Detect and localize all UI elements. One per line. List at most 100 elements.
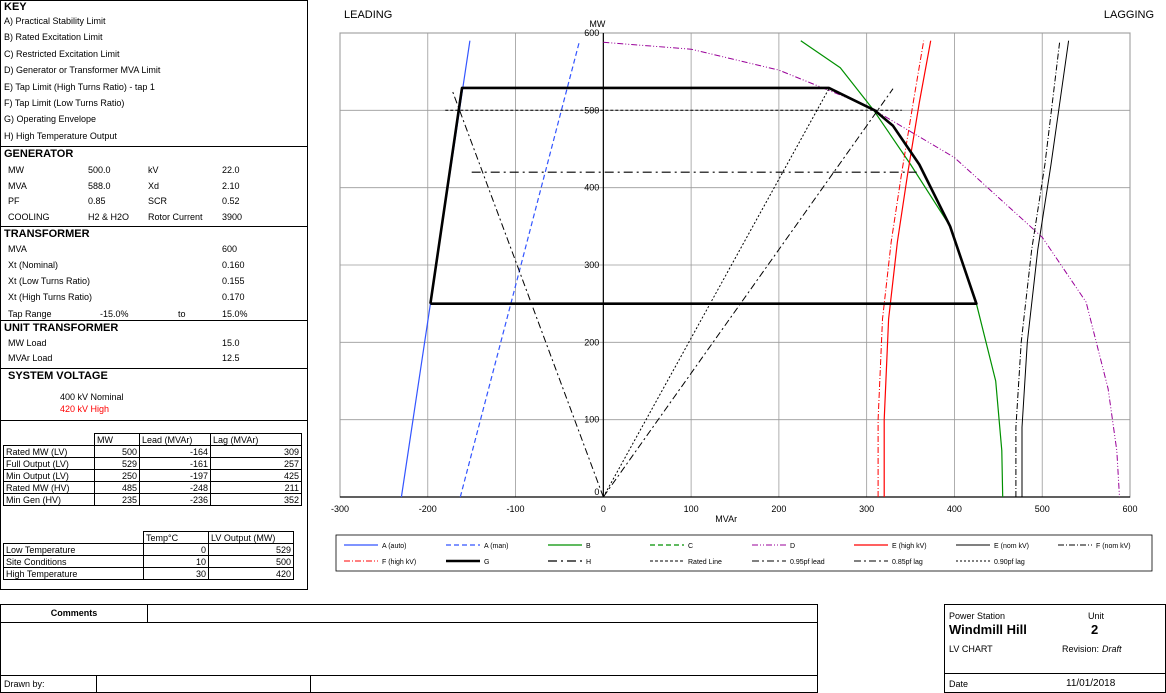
table-cell: Site Conditions: [3, 555, 144, 568]
generator-cell: H2 & H2O: [88, 211, 130, 222]
legend-label: 0.90pf lag: [994, 559, 1025, 566]
chart-legend: A (auto) A (man) B C D E (high kV) E (nom kV) F…: [335, 534, 1153, 572]
table-cell: Rated MW (HV): [3, 481, 95, 494]
chart-tick-labels: -300 -200 -100 0 100 200 300 400 500 600 0 100 200 30…: [331, 19, 1138, 524]
x-tick-label: 500: [1035, 504, 1050, 514]
tap-range-high: 15.0%: [222, 309, 248, 319]
transformer-title: TRANSFORMER: [4, 228, 90, 240]
revision-value: Draft: [1102, 644, 1122, 654]
series-a-man: [459, 40, 581, 498]
leading-label: LEADING: [344, 9, 392, 21]
series-e-nom-kv: [1021, 40, 1070, 497]
key-item: B) Rated Excitation Limit: [4, 32, 103, 43]
x-axis-label: MVAr: [715, 514, 737, 524]
legend-label: A (auto): [382, 543, 407, 550]
table-row: Full Output (LV) 529 -161 257: [3, 457, 302, 470]
table-cell: -197: [139, 469, 211, 482]
table-row: Site Conditions 10 500: [3, 555, 294, 568]
x-tick-label: 200: [771, 504, 786, 514]
series-g: [429, 86, 978, 306]
y-tick-label: 0: [594, 487, 599, 497]
table-header-cell: LV Output (MW): [208, 531, 294, 544]
key-title: KEY: [4, 1, 27, 13]
table-header-cell: [3, 531, 144, 544]
generator-cell: 0.52: [222, 196, 240, 206]
y-tick-label: 600: [584, 28, 599, 38]
generator-cell: 588.0: [88, 180, 111, 191]
table-row: Min Gen (HV) 235 -236 352: [3, 493, 302, 506]
table-row: Rated MW (LV) 500 -164 309: [3, 445, 302, 458]
transformer-label: MVA: [8, 244, 27, 254]
divider: [96, 675, 97, 693]
unit-number: 2: [1091, 622, 1099, 637]
series-0-95pf-lead: [451, 90, 604, 498]
divider: [944, 673, 1166, 674]
transformer-value: 600: [222, 244, 238, 254]
generator-cell: COOLING: [8, 211, 50, 222]
y-axis-label: MW: [589, 19, 605, 29]
temperature-header-row: Temp°C LV Output (MW): [3, 531, 294, 544]
transformer-value: 0.170: [222, 292, 245, 302]
x-tick-label: 100: [684, 504, 699, 514]
table-header-cell: Lead (MVAr): [139, 433, 211, 446]
legend-box: [335, 534, 1153, 572]
panel-border: [0, 0, 308, 590]
table-header-cell: MW: [94, 433, 140, 446]
generator-cell: 500.0: [88, 165, 111, 175]
power-station-label: Power Station: [949, 611, 1006, 621]
table-cell: -248: [139, 481, 211, 494]
tap-range-label: Tap Range: [8, 309, 52, 319]
table-cell: -161: [139, 457, 211, 470]
table-cell: -236: [139, 493, 211, 506]
chart-grid: [339, 32, 1131, 498]
generator-cell: 2.10: [222, 180, 240, 191]
table-cell: Rated MW (LV): [3, 445, 95, 458]
tap-range-to: to: [178, 309, 186, 319]
key-item: E) Tap Limit (High Turns Ratio) - tap 1: [4, 81, 155, 92]
table-cell: 309: [210, 445, 302, 458]
generator-cell: Rotor Current: [148, 211, 203, 222]
temperature-table: Temp°C LV Output (MW) Low Temperature 0 529…: [3, 531, 294, 580]
table-cell: 352: [210, 493, 302, 506]
capability-chart: -300 -200 -100 0 100 200 300 400 500 600 0 100 200 30…: [331, 9, 1154, 572]
legend-label: 0.95pf lead: [790, 559, 825, 566]
unit-transformer-value: 15.0: [222, 338, 240, 348]
generator-cell: 3900: [222, 211, 243, 222]
x-tick-label: -300: [331, 504, 349, 514]
table-cell: 30: [143, 567, 209, 580]
table-cell: 485: [94, 481, 140, 494]
table-cell: 425: [210, 469, 302, 482]
table-cell: 250: [94, 469, 140, 482]
legend-label: C: [688, 543, 693, 550]
table-cell: Low Temperature: [3, 543, 144, 556]
x-tick-label: -100: [507, 504, 525, 514]
tap-range-low: -15.0%: [100, 309, 129, 319]
table-cell: 0: [143, 543, 209, 556]
key-item: G) Operating Envelope: [4, 114, 97, 125]
key-item: H) High Temperature Output: [4, 130, 117, 141]
table-cell: Full Output (LV): [3, 457, 95, 470]
legend-label: F (nom kV): [1096, 543, 1131, 550]
station-name: Windmill Hill: [949, 622, 1027, 637]
ratings-table: MW Lead (MVAr) Lag (MVAr) Rated MW (LV) 500…: [3, 433, 302, 506]
table-cell: 235: [94, 493, 140, 506]
legend-label: B: [586, 543, 591, 550]
series-0-85pf-lag: [602, 88, 894, 498]
legend-label: E (nom kV): [994, 543, 1029, 550]
table-row: Rated MW (HV) 485 -248 211: [3, 481, 302, 494]
x-tick-label: 0: [601, 504, 606, 514]
generator-cell: 0.85: [88, 196, 106, 206]
system-voltage-title: SYSTEM VOLTAGE: [8, 370, 108, 382]
divider: [310, 675, 311, 693]
transformer-value: 0.160: [222, 260, 245, 270]
generator-cell: 22.0: [222, 165, 240, 175]
table-cell: -164: [139, 445, 211, 458]
generator-cell: MVA: [8, 180, 27, 191]
transformer-value: 0.155: [222, 276, 245, 286]
legend-label: F (high kV): [382, 559, 416, 566]
generator-cell: SCR: [148, 196, 168, 206]
legend-label: E (high kV): [892, 543, 927, 550]
table-row: High Temperature 30 420: [3, 567, 294, 580]
divider: [0, 226, 308, 227]
legend-label: 0.85pf lag: [892, 559, 923, 566]
